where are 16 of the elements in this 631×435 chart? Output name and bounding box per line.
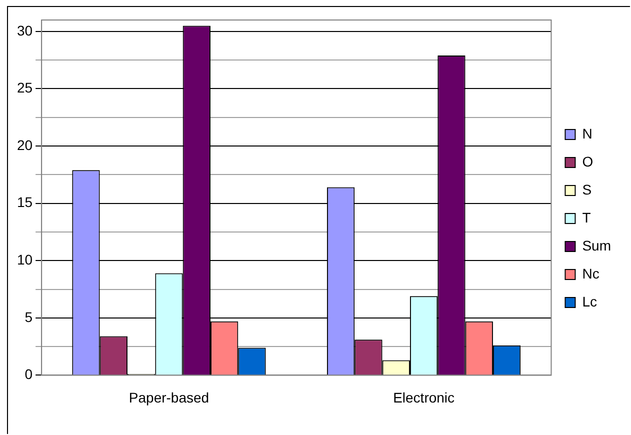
y-tick-label: 15 xyxy=(16,194,33,210)
legend-label: T xyxy=(582,209,592,226)
legend-label: S xyxy=(582,181,592,198)
x-tick-label: Paper-based xyxy=(128,389,210,406)
legend-label: Sum xyxy=(582,237,612,254)
y-tick-label: 20 xyxy=(16,136,33,153)
y-tick-label: 25 xyxy=(16,80,33,96)
legend-label: Lc xyxy=(582,293,598,310)
legend-label: Nc xyxy=(582,265,600,282)
y-tick-label: 5 xyxy=(24,308,33,325)
legend-label: N xyxy=(582,125,592,142)
y-tick-label: 10 xyxy=(16,251,33,268)
legend-label: O xyxy=(582,153,594,170)
y-tick-label: 30 xyxy=(16,22,33,38)
y-tick-label: 0 xyxy=(24,366,33,382)
x-tick-label: Electronic xyxy=(393,389,455,406)
